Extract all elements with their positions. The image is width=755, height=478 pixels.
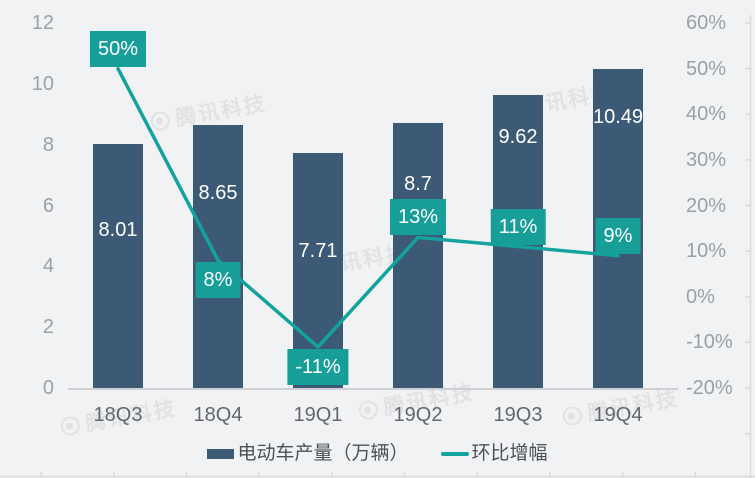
bar-value-label: 8.7 <box>404 173 432 196</box>
left-axis-tick-label: 12 <box>31 12 54 34</box>
x-axis-label-19Q3: 19Q3 <box>493 404 543 426</box>
bar-value-label: 8.01 <box>98 219 138 242</box>
pct-label-19Q1: -11% <box>287 348 349 385</box>
bar-series-marker-icon <box>207 449 235 459</box>
left-axis-tick-label: 8 <box>42 133 54 156</box>
bar-value-label: 10.49 <box>592 105 644 128</box>
left-axis-tick-label: 2 <box>42 316 54 339</box>
legend-label-growth: 环比增幅 <box>471 443 548 464</box>
x-axis-label-19Q1: 19Q1 <box>293 404 343 426</box>
growth-line-path[interactable] <box>116 66 620 349</box>
legend-item-growth[interactable]: 环比增幅 <box>440 442 548 466</box>
right-axis-tick-label: 30% <box>686 148 727 171</box>
bar-19Q1[interactable] <box>293 153 343 388</box>
line-series-marker-icon <box>440 452 469 456</box>
x-axis-line <box>68 388 678 390</box>
right-axis-tick-label: -10% <box>686 331 733 354</box>
right-axis-tick-label: -20% <box>686 377 733 399</box>
bar-value-label: 7.71 <box>298 240 338 263</box>
right-axis-tick-label: 10% <box>686 240 727 263</box>
bar-18Q4[interactable] <box>193 124 243 388</box>
right-axis-tick-label: 20% <box>686 194 727 217</box>
bar-value-label: 8.65 <box>198 181 238 204</box>
left-axis-tick-label: 6 <box>42 194 54 217</box>
legend-item-production[interactable]: 电动车产量（万辆） <box>207 442 409 466</box>
x-axis-label-19Q4: 19Q4 <box>593 404 643 426</box>
pct-label-19Q4: 9% <box>595 217 641 254</box>
pct-label-18Q4: 8% <box>195 262 241 299</box>
legend-label-production: 电动车产量（万辆） <box>237 443 409 464</box>
left-axis-tick-label: 4 <box>42 255 54 278</box>
x-axis-label-18Q4: 18Q4 <box>193 404 243 426</box>
bar-value-label: 9.62 <box>498 126 538 149</box>
right-axis-tick-label: 0% <box>686 285 715 308</box>
pct-label-18Q3: 50% <box>89 30 147 67</box>
legend: 电动车产量（万辆） 环比增幅 <box>0 442 755 466</box>
bar-18Q3[interactable] <box>93 144 143 388</box>
x-axis-label-18Q3: 18Q3 <box>93 404 143 426</box>
pct-label-19Q3: 11% <box>490 208 546 245</box>
right-axis-tick-label: 60% <box>686 12 727 34</box>
right-axis-tick-label: 40% <box>686 103 727 126</box>
left-axis-tick-label: 10 <box>31 72 54 95</box>
x-axis-label-19Q2: 19Q2 <box>393 404 443 426</box>
left-axis-tick-label: 0 <box>42 377 54 399</box>
right-axis-tick-label: 50% <box>686 57 727 80</box>
pct-label-19Q2: 13% <box>389 199 447 236</box>
